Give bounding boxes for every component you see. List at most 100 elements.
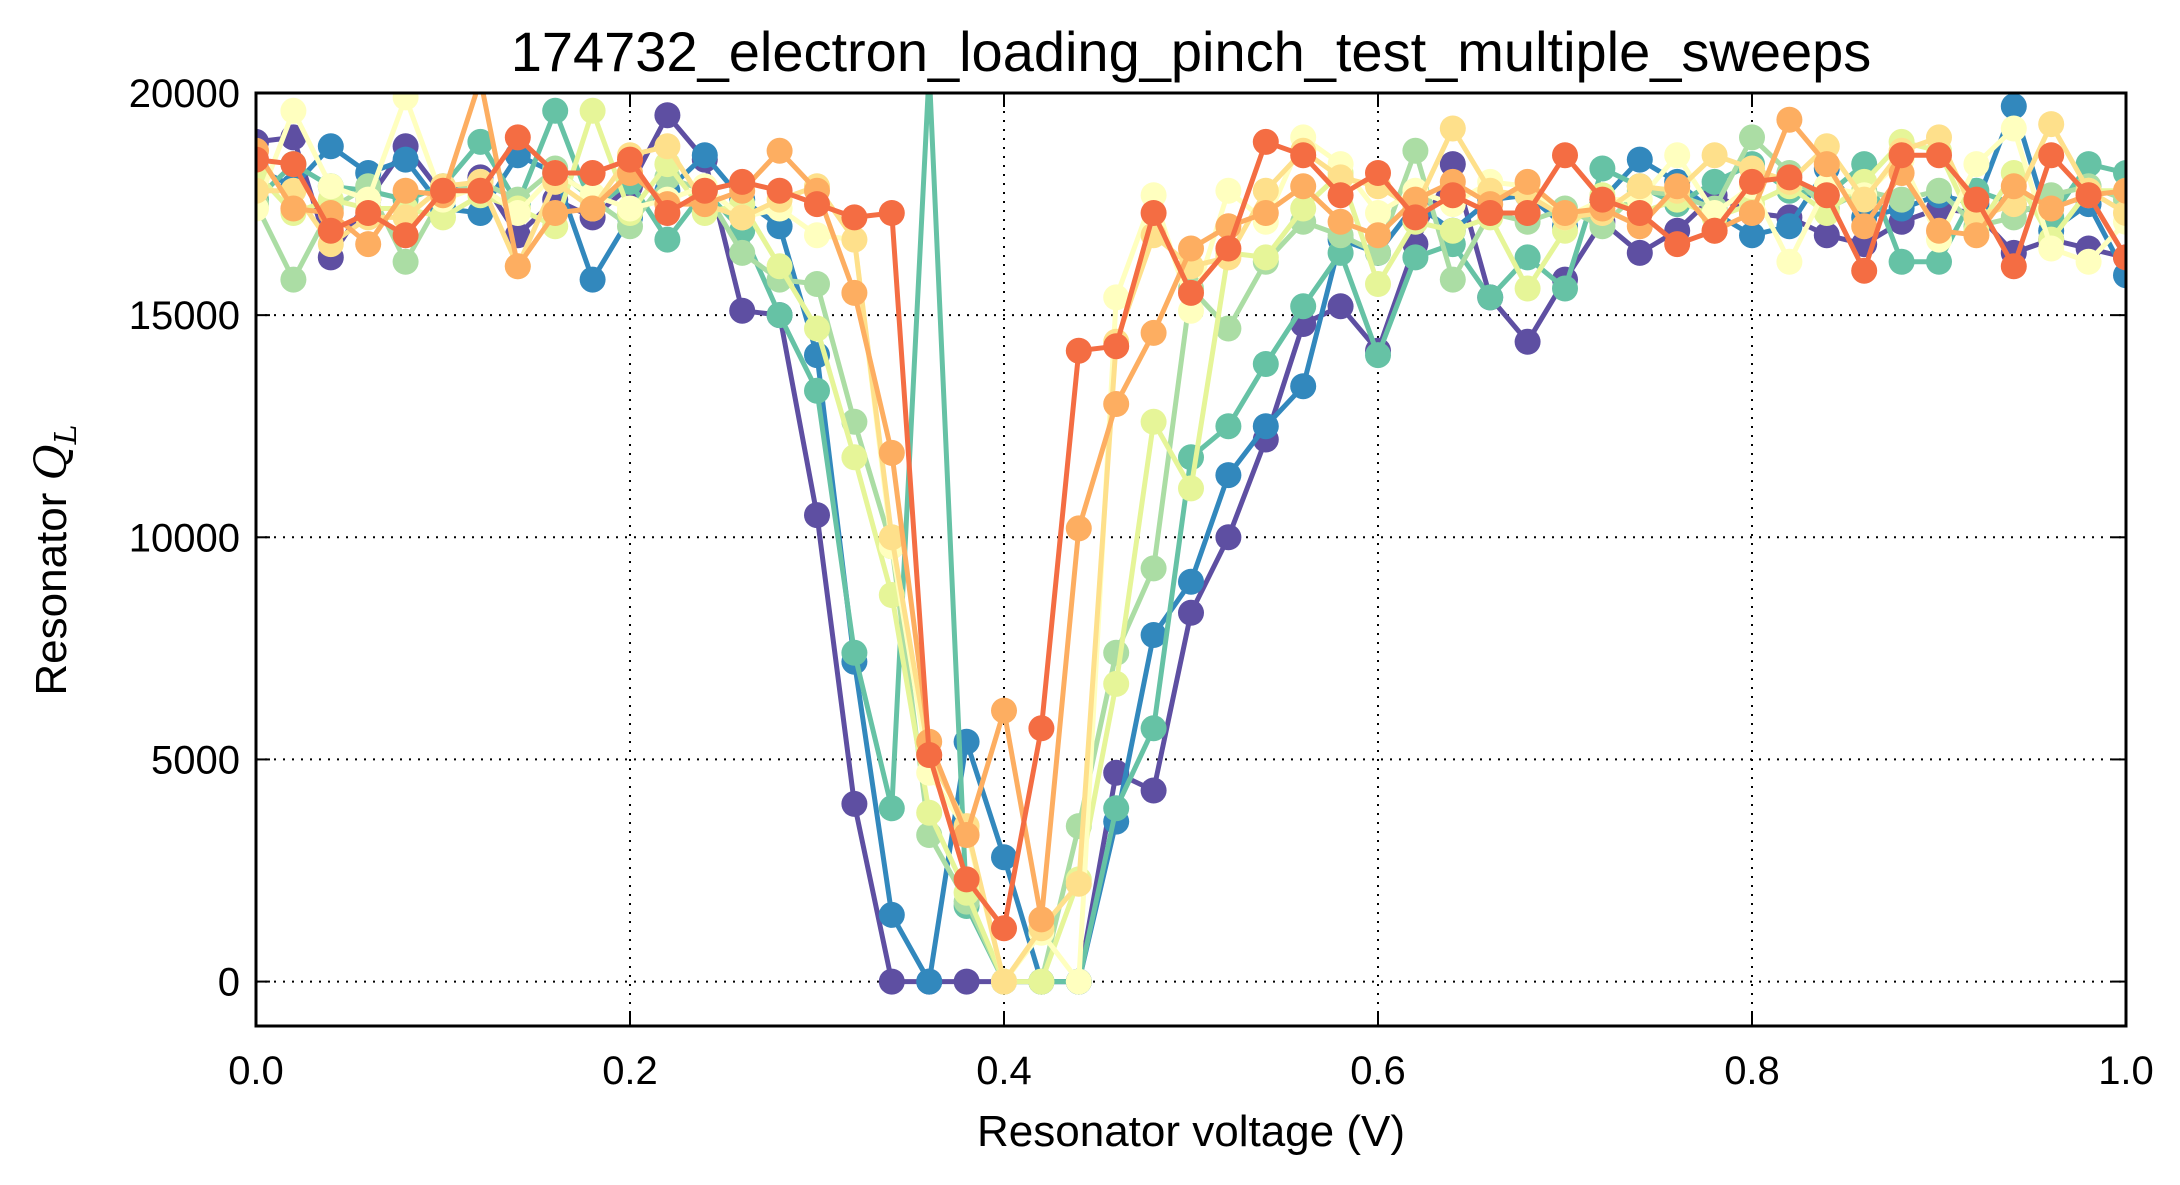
- data-point: [1215, 235, 1242, 262]
- data-point: [953, 822, 980, 848]
- data-point: [654, 102, 681, 129]
- data-point: [1402, 137, 1429, 164]
- data-point: [1327, 164, 1354, 191]
- y-axis-label: Resonator QL: [26, 424, 84, 695]
- data-point: [1178, 475, 1204, 502]
- data-point: [430, 177, 456, 204]
- data-point: [878, 524, 905, 551]
- data-point: [1327, 208, 1354, 235]
- data-point: [841, 279, 868, 306]
- data-point: [1439, 182, 1466, 209]
- data-point: [617, 195, 643, 222]
- data-point: [1290, 195, 1317, 222]
- data-point: [467, 128, 494, 155]
- data-point: [1626, 200, 1653, 226]
- data-point: [2038, 111, 2065, 138]
- x-tick-label: 0.8: [1724, 1049, 1780, 1093]
- data-point: [1477, 284, 1504, 311]
- x-tick-labels: 0.0 0.2 0.4 0.6 0.8 1.0: [228, 1049, 2154, 1093]
- data-point: [953, 866, 980, 893]
- data-point: [1926, 124, 1952, 151]
- data-point: [1178, 444, 1204, 471]
- data-point: [1065, 870, 1092, 897]
- data-point: [953, 968, 980, 995]
- data-point: [280, 97, 307, 124]
- data-point: [1215, 177, 1242, 204]
- data-point: [654, 226, 681, 253]
- data-point: [392, 146, 419, 173]
- data-point: [2113, 244, 2126, 271]
- data-point: [1290, 173, 1317, 200]
- data-point: [804, 315, 830, 342]
- data-point: [1252, 128, 1279, 155]
- data-point: [542, 160, 569, 186]
- data-point: [1365, 222, 1391, 249]
- data-point: [1365, 271, 1391, 297]
- data-point: [1813, 151, 1840, 178]
- data-point: [1252, 351, 1279, 377]
- data-point: [1926, 177, 1952, 204]
- data-point: [1028, 715, 1055, 742]
- data-point: [916, 799, 943, 826]
- data-point: [766, 177, 793, 204]
- x-axis-label: Resonator voltage (V): [977, 1107, 1405, 1156]
- data-point: [542, 97, 569, 124]
- data-point: [2075, 182, 2102, 209]
- data-point: [729, 168, 756, 195]
- data-point: [1103, 795, 1130, 822]
- data-point: [1664, 231, 1691, 258]
- data-point: [841, 226, 868, 253]
- data-point: [1664, 173, 1691, 200]
- data-point: [1626, 146, 1653, 173]
- data-point: [878, 200, 905, 226]
- data-point: [1888, 248, 1915, 275]
- data-point: [1178, 297, 1204, 324]
- data-point: [804, 222, 830, 249]
- data-point: [1552, 142, 1578, 169]
- data-point: [1888, 186, 1915, 213]
- data-point: [1589, 155, 1616, 182]
- data-point: [1851, 257, 1878, 284]
- data-point: [1327, 293, 1354, 320]
- x-tick-label: 0.2: [602, 1049, 658, 1093]
- data-point: [579, 97, 606, 124]
- data-point: [1215, 462, 1242, 489]
- data-point: [1178, 235, 1204, 262]
- data-point: [2113, 200, 2126, 226]
- data-point: [1963, 186, 1990, 213]
- data-point: [1103, 639, 1130, 666]
- series-line: [256, 93, 2126, 985]
- data-point: [2000, 173, 2027, 200]
- data-point: [804, 377, 830, 404]
- data-point: [542, 200, 569, 226]
- data-point: [1926, 217, 1952, 244]
- x-tick-label: 1.0: [2098, 1049, 2154, 1093]
- data-point: [1963, 222, 1990, 249]
- data-point: [1926, 248, 1952, 275]
- data-point: [1439, 115, 1466, 142]
- data-point: [729, 297, 756, 324]
- data-point: [766, 302, 793, 329]
- data-point: [2038, 195, 2065, 222]
- data-point: [1290, 142, 1317, 169]
- data-point: [1103, 670, 1130, 697]
- data-point: [729, 239, 756, 266]
- data-point: [1140, 182, 1167, 209]
- data-point: [841, 204, 868, 231]
- data-point: [2113, 177, 2126, 204]
- data-point: [1252, 413, 1279, 440]
- data-point: [916, 968, 943, 995]
- data-point: [991, 697, 1017, 724]
- data-point: [579, 266, 606, 293]
- data-point: [579, 195, 606, 222]
- data-point: [1851, 186, 1878, 213]
- data-point: [317, 217, 344, 244]
- data-point: [1140, 408, 1167, 435]
- data-point: [1626, 239, 1653, 266]
- data-point: [504, 253, 531, 280]
- data-point: [878, 901, 905, 928]
- data-point: [1178, 279, 1204, 306]
- data-point: [991, 968, 1017, 995]
- data-point: [1028, 906, 1055, 933]
- data-point: [1215, 315, 1242, 342]
